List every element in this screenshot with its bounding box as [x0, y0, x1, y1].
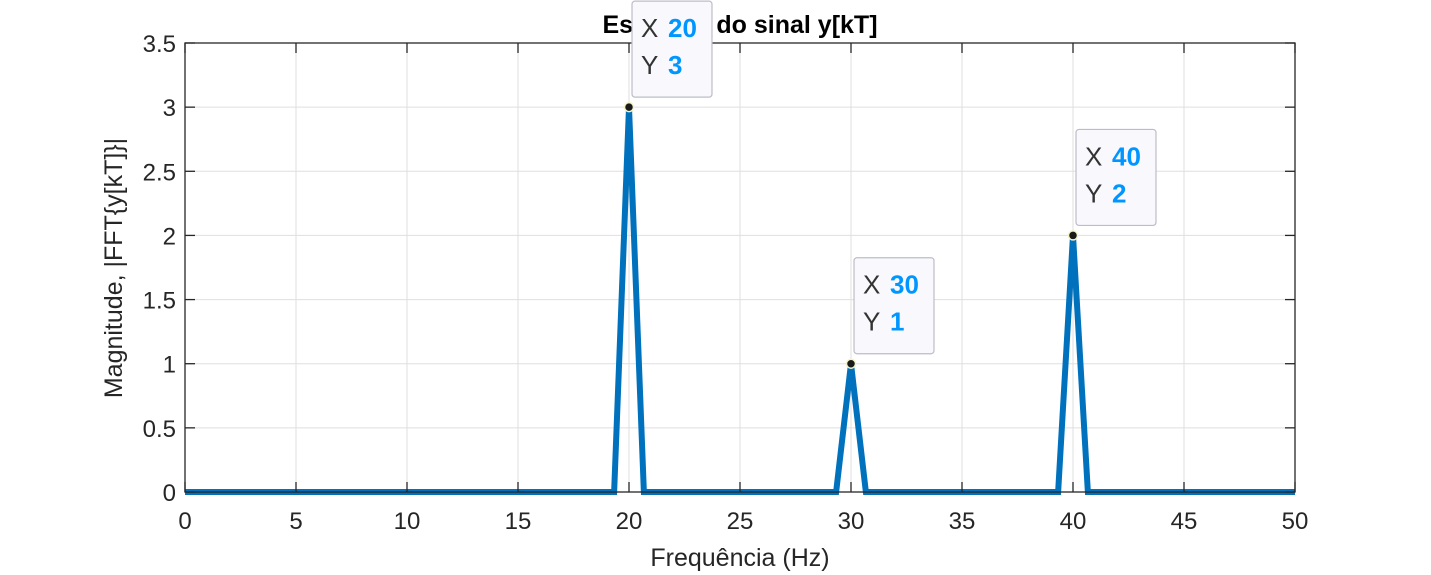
datatip-marker — [623, 101, 635, 113]
datatip-x-key: X — [863, 270, 880, 300]
y-tick-label: 2 — [163, 223, 176, 250]
x-tick-label: 10 — [394, 508, 421, 535]
datatip: X 20 Y 3 — [623, 0, 713, 113]
x-tick-label: 15 — [505, 508, 532, 535]
y-tick-label: 1.5 — [143, 288, 176, 315]
y-axis-label: Magnitude, |FFT{y[kT]}| — [100, 138, 128, 398]
y-tick-label: 0.5 — [143, 416, 176, 443]
datatip-marker — [845, 358, 857, 369]
datatip-y-value: 1 — [890, 307, 904, 337]
datatip-box — [1075, 128, 1157, 227]
datatip-box — [853, 257, 935, 355]
x-tick-label: 20 — [616, 508, 643, 535]
x-tick-label: 40 — [1060, 508, 1087, 535]
datatip-y-key: Y — [1085, 178, 1102, 208]
x-tick-label: 35 — [949, 508, 976, 535]
datatip-y-value: 3 — [668, 50, 682, 80]
x-tick-label: 0 — [178, 508, 191, 535]
datatip: X 30 Y 1 — [845, 257, 935, 369]
axes-box — [184, 42, 1296, 493]
y-tick-label: 3.5 — [143, 31, 176, 58]
y-tick-label: 2.5 — [143, 159, 176, 186]
datatips: X 20Y 3X 30Y 1X 40Y 2 — [623, 0, 1157, 369]
datatip-y-value: 2 — [1112, 178, 1126, 208]
datatip-x-value: 30 — [890, 270, 919, 300]
y-tick-label: 0 — [163, 480, 176, 507]
datatip-y-key: Y — [863, 307, 880, 337]
x-tick-label: 25 — [727, 508, 754, 535]
axis-labels: Espectro do sinal y[kT] Frequência (Hz) … — [100, 11, 878, 572]
x-tick-label: 45 — [1171, 508, 1198, 535]
tick-labels: 0 5 10 15 20 25 30 35 40 45 50 0 0.5 1 1.5 2 2.5 3 3.5 — [143, 31, 1309, 535]
datatip-x-value: 40 — [1112, 141, 1141, 171]
datatip-box — [631, 0, 713, 98]
datatip: X 40 Y 2 — [1067, 128, 1157, 241]
datatip-x-value: 20 — [668, 13, 697, 43]
x-tick-label: 5 — [289, 508, 302, 535]
x-tick-label: 30 — [838, 508, 865, 535]
x-tick-label: 50 — [1282, 508, 1309, 535]
datatip-y-key: Y — [641, 50, 658, 80]
datatip-marker — [1067, 230, 1079, 241]
datatip-x-key: X — [1085, 141, 1102, 171]
x-axis-label: Frequência (Hz) — [650, 544, 829, 572]
datatip-x-key: X — [641, 13, 658, 43]
y-tick-label: 3 — [163, 95, 176, 122]
grid — [184, 42, 1296, 493]
y-tick-label: 1 — [163, 352, 176, 379]
